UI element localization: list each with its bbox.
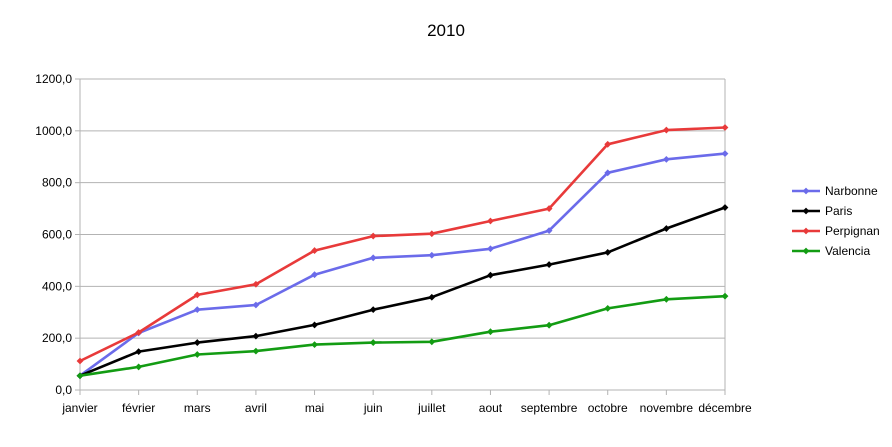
x-tick-label: décembre: [698, 401, 752, 415]
x-tick-label: juin: [363, 401, 383, 415]
data-point: [721, 292, 729, 300]
y-tick-label: 800,0: [42, 176, 72, 190]
y-tick-label: 600,0: [42, 228, 72, 242]
data-point: [487, 271, 494, 279]
data-point: [604, 248, 612, 256]
legend-label: Valencia: [825, 244, 870, 258]
data-point: [252, 301, 260, 309]
x-tick-label: aout: [479, 401, 503, 415]
data-point: [604, 140, 612, 148]
data-point: [662, 126, 670, 134]
legend-label: Perpignan: [825, 224, 880, 238]
data-point: [545, 261, 553, 268]
data-point: [76, 357, 84, 365]
data-point: [662, 225, 670, 232]
data-point: [428, 338, 436, 346]
y-tick-label: 1200,0: [35, 72, 72, 86]
series-line: [78, 126, 727, 363]
data-point: [545, 321, 553, 329]
data-point: [721, 124, 729, 131]
data-point: [604, 304, 612, 312]
legend-item: Valencia: [792, 244, 870, 258]
legend: Narbonne Paris Perpignan Valencia: [792, 184, 880, 258]
legend-label: Narbonne: [825, 184, 878, 198]
data-point: [721, 150, 729, 158]
data-point: [252, 280, 260, 288]
data-point: [487, 328, 494, 336]
x-tick-label: juillet: [417, 401, 446, 415]
series-line: [78, 206, 727, 378]
data-point: [545, 205, 553, 212]
data-point: [193, 351, 201, 358]
data-point: [369, 254, 377, 262]
legend-swatch-marker: [802, 207, 810, 215]
legend-item: Paris: [792, 204, 852, 218]
data-point: [135, 329, 143, 336]
data-point: [135, 363, 143, 371]
x-tick-label: septembre: [521, 401, 578, 415]
x-tick-label: mars: [184, 401, 211, 415]
data-point: [487, 245, 494, 253]
y-axis-tick-labels: 0,0 200,0 400,0 600,0 800,0 1000,0 1200,0: [35, 72, 72, 397]
legend-item: Narbonne: [792, 184, 878, 198]
y-tick-label: 400,0: [42, 279, 72, 293]
data-point: [193, 306, 201, 314]
series-valencia: [76, 292, 729, 380]
data-point: [311, 341, 318, 349]
data-point: [252, 332, 260, 340]
y-tick-label: 200,0: [42, 331, 72, 345]
x-tick-label: février: [122, 401, 155, 415]
data-point: [428, 293, 436, 301]
data-point: [193, 339, 201, 346]
legend-swatch-marker: [802, 227, 810, 235]
data-point: [369, 232, 377, 240]
legend-swatch-marker: [802, 247, 810, 255]
data-point: [428, 251, 436, 259]
series-lines: [76, 124, 729, 380]
x-tick-label: avril: [245, 401, 267, 415]
chart-title: 2010: [427, 21, 465, 40]
data-point: [193, 291, 201, 299]
data-point: [135, 348, 143, 356]
series-line: [78, 294, 727, 378]
y-tick-label: 1000,0: [35, 124, 72, 138]
data-point: [662, 295, 670, 303]
x-tick-label: novembre: [640, 401, 694, 415]
data-point: [311, 247, 318, 254]
x-tick-label: octobre: [588, 401, 628, 415]
data-point: [369, 339, 377, 346]
y-tick-label: 0,0: [55, 383, 72, 397]
x-tick-label: janvier: [61, 401, 97, 415]
data-point: [545, 227, 553, 235]
series-paris: [76, 204, 729, 380]
series-perpignan: [76, 124, 729, 365]
data-point: [428, 230, 436, 238]
series-line: [78, 152, 727, 378]
data-point: [311, 271, 318, 279]
legend-item: Perpignan: [792, 224, 880, 238]
data-point: [252, 347, 260, 355]
axes: [75, 78, 726, 395]
data-point: [721, 204, 729, 211]
data-point: [604, 169, 612, 177]
x-axis-tick-labels: janvier février mars avril mai juin juillet aou…: [61, 401, 752, 415]
legend-swatch-marker: [802, 187, 810, 195]
data-point: [487, 217, 494, 225]
grid-lines: [80, 78, 725, 391]
data-point: [369, 306, 377, 314]
data-point: [76, 372, 84, 380]
x-tick-label: mai: [305, 401, 324, 415]
data-point: [311, 321, 318, 329]
legend-label: Paris: [825, 204, 852, 218]
data-point: [662, 155, 670, 163]
